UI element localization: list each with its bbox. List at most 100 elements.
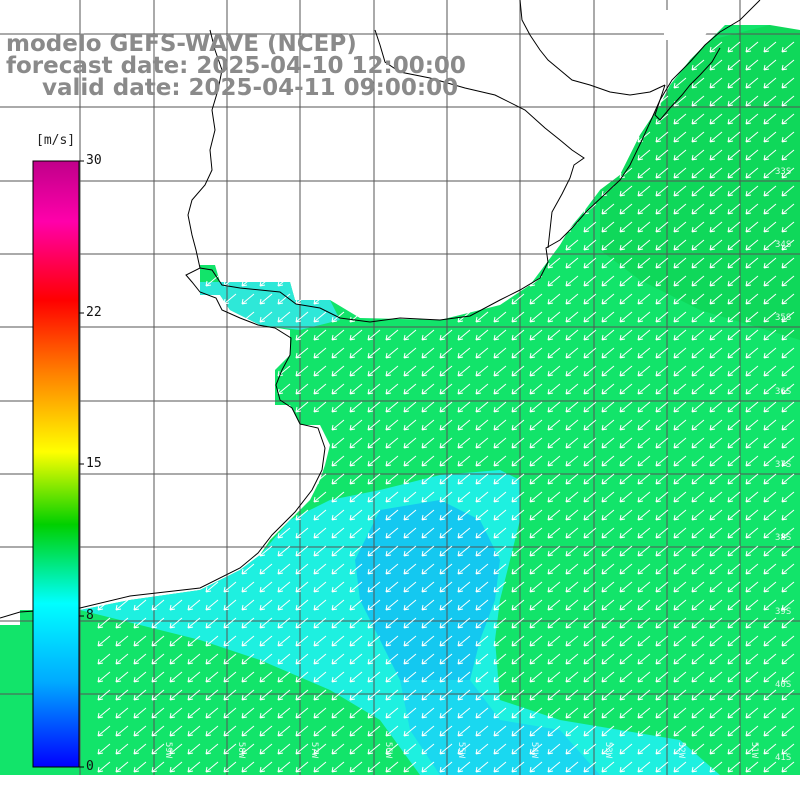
lon-label: 52W [676,741,687,759]
arrow-southwest-icon [115,743,129,755]
arrow-southwest-icon [439,617,453,629]
arrow-southwest-icon [709,653,723,665]
arrow-southwest-icon [205,275,219,287]
arrow-southwest-icon [637,185,651,197]
lat-label: 34S [775,240,792,250]
arrow-southwest-icon [637,689,651,701]
arrow-southwest-icon [403,653,417,665]
arrow-southwest-icon [547,563,561,575]
arrow-southwest-icon [385,725,399,737]
arrow-southwest-icon [691,689,705,701]
arrow-southwest-icon [763,473,777,485]
arrow-southwest-icon [349,725,363,737]
arrow-southwest-icon [277,653,291,665]
arrow-southwest-icon [349,707,363,719]
arrow-southwest-icon [115,671,129,683]
arrow-southwest-icon [709,635,723,647]
arrow-southwest-icon [313,671,327,683]
arrow-southwest-icon [691,275,705,287]
arrow-southwest-icon [565,761,579,773]
arrow-southwest-icon [781,329,795,341]
arrow-southwest-icon [475,707,489,719]
arrow-southwest-icon [259,653,273,665]
arrow-southwest-icon [349,671,363,683]
arrow-southwest-icon [439,671,453,683]
arrow-southwest-icon [547,365,561,377]
arrow-southwest-icon [763,113,777,125]
arrow-southwest-icon [709,275,723,287]
arrow-southwest-icon [781,581,795,593]
arrow-southwest-icon [187,653,201,665]
arrow-southwest-icon [637,221,651,233]
arrow-southwest-icon [619,293,633,305]
arrow-southwest-icon [385,347,399,359]
arrow-southwest-icon [745,455,759,467]
arrow-southwest-icon [277,311,291,323]
arrow-southwest-icon [691,455,705,467]
arrow-southwest-icon [781,473,795,485]
arrow-southwest-icon [97,689,111,701]
arrow-southwest-icon [367,725,381,737]
border-rivers [519,0,666,96]
arrow-southwest-icon [655,581,669,593]
arrow-southwest-icon [655,293,669,305]
arrow-southwest-icon [601,203,615,215]
arrow-southwest-icon [421,509,435,521]
arrow-southwest-icon [475,473,489,485]
arrow-southwest-icon [169,599,183,611]
arrow-southwest-icon [601,599,615,611]
arrow-southwest-icon [673,545,687,557]
arrow-southwest-icon [97,671,111,683]
arrow-southwest-icon [511,545,525,557]
colorbar-tick-0: 0 [86,759,94,774]
arrow-southwest-icon [727,563,741,575]
arrow-southwest-icon [745,581,759,593]
arrow-southwest-icon [745,365,759,377]
arrow-southwest-icon [565,689,579,701]
arrow-southwest-icon [439,383,453,395]
arrow-southwest-icon [385,455,399,467]
arrow-southwest-icon [349,347,363,359]
arrow-southwest-icon [655,221,669,233]
arrow-southwest-icon [781,707,795,719]
arrow-southwest-icon [385,707,399,719]
arrow-southwest-icon [133,689,147,701]
arrow-southwest-icon [601,239,615,251]
arrow-southwest-icon [277,761,291,773]
arrow-southwest-icon [691,707,705,719]
arrow-southwest-icon [457,473,471,485]
arrow-southwest-icon [205,689,219,701]
arrow-southwest-icon [691,563,705,575]
arrow-southwest-icon [421,383,435,395]
arrow-southwest-icon [421,671,435,683]
arrow-southwest-icon [763,59,777,71]
arrow-southwest-icon [475,527,489,539]
arrow-southwest-icon [475,401,489,413]
lat-label: 36S [775,387,792,397]
arrow-southwest-icon [205,581,219,593]
arrow-southwest-icon [745,527,759,539]
arrow-southwest-icon [403,599,417,611]
arrow-southwest-icon [241,707,255,719]
arrow-southwest-icon [781,113,795,125]
arrow-southwest-icon [349,635,363,647]
arrow-southwest-icon [709,383,723,395]
arrow-southwest-icon [763,617,777,629]
arrow-southwest-icon [691,185,705,197]
arrow-southwest-icon [313,563,327,575]
arrow-southwest-icon [691,203,705,215]
arrow-southwest-icon [241,581,255,593]
arrow-southwest-icon [421,743,435,755]
arrow-southwest-icon [331,617,345,629]
arrow-southwest-icon [637,365,651,377]
arrow-southwest-icon [511,509,525,521]
arrow-southwest-icon [349,689,363,701]
arrow-southwest-icon [331,347,345,359]
arrow-southwest-icon [529,293,543,305]
arrow-southwest-icon [259,545,273,557]
arrow-southwest-icon [745,743,759,755]
arrow-southwest-icon [763,239,777,251]
arrow-southwest-icon [709,437,723,449]
arrow-southwest-icon [295,563,309,575]
arrow-southwest-icon [529,383,543,395]
